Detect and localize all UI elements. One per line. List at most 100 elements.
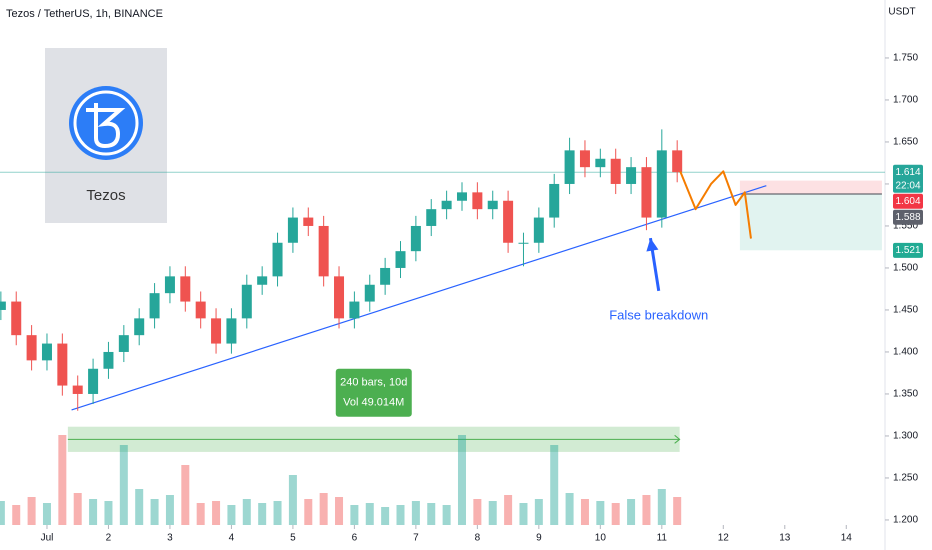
candle-body bbox=[334, 276, 345, 319]
volume-bar bbox=[319, 493, 328, 525]
annotation-arrowhead bbox=[646, 238, 659, 252]
volume-bar bbox=[181, 465, 190, 525]
x-tick-label: 11 bbox=[657, 533, 668, 544]
logo-label: Tezos bbox=[86, 187, 125, 204]
candle-body bbox=[610, 158, 621, 184]
price-tag bbox=[893, 209, 923, 225]
volume-bar bbox=[227, 505, 236, 525]
x-tick-label: Jul bbox=[41, 533, 54, 544]
candle-body bbox=[656, 150, 667, 218]
projection bbox=[679, 170, 752, 239]
candle-body bbox=[303, 217, 314, 226]
volume-bar bbox=[457, 435, 466, 525]
candle-body bbox=[211, 318, 222, 344]
volume-bar bbox=[411, 501, 420, 525]
volume-bar bbox=[365, 503, 374, 525]
volume-bar bbox=[119, 445, 128, 525]
countdown: 22:04 bbox=[895, 180, 920, 191]
candle-body bbox=[149, 293, 160, 319]
volume-bar bbox=[242, 499, 251, 525]
y-tick-label: 1.400 bbox=[893, 347, 918, 358]
candle-body bbox=[595, 158, 606, 168]
y-tick-label: 1.450 bbox=[893, 305, 918, 316]
candle-body bbox=[41, 343, 52, 361]
candle-body bbox=[564, 150, 575, 184]
x-tick-label: 13 bbox=[779, 533, 791, 544]
volume-bar bbox=[611, 503, 620, 525]
candle-body bbox=[518, 242, 529, 244]
candle-body bbox=[180, 276, 191, 302]
volume-bar bbox=[442, 505, 451, 525]
price-tag-label: 1.614 bbox=[895, 167, 920, 178]
candle-body bbox=[226, 318, 237, 344]
volume-bar bbox=[350, 505, 359, 525]
candle-body bbox=[164, 276, 175, 294]
candle-body bbox=[441, 200, 452, 210]
volume-bar bbox=[565, 493, 574, 525]
y-tick-label: 1.500 bbox=[893, 263, 918, 274]
candle-body bbox=[395, 251, 406, 268]
volume-bar bbox=[150, 499, 159, 525]
candle-body bbox=[318, 225, 329, 277]
candle-body bbox=[103, 351, 114, 369]
volume-bar bbox=[596, 501, 605, 525]
candle-body bbox=[579, 150, 590, 168]
price-tag bbox=[893, 193, 923, 209]
y-tick-label: 1.700 bbox=[893, 95, 918, 106]
trendline bbox=[71, 185, 767, 411]
volume-bar bbox=[627, 499, 636, 525]
volume-bar bbox=[135, 489, 144, 525]
x-tick-label: 4 bbox=[229, 533, 235, 544]
candle-body bbox=[134, 318, 145, 336]
price-tag bbox=[893, 242, 923, 258]
candle-body bbox=[472, 192, 483, 210]
volume-bar bbox=[0, 501, 5, 525]
volume-bar bbox=[396, 505, 405, 525]
candle-body bbox=[549, 183, 560, 218]
candle-body bbox=[57, 343, 68, 386]
volume-bar bbox=[534, 499, 543, 525]
candle-body bbox=[118, 335, 129, 352]
target-zone bbox=[739, 194, 882, 251]
x-tick-label: 8 bbox=[475, 533, 481, 544]
volume-bar bbox=[550, 445, 559, 525]
y-tick-label: 1.300 bbox=[893, 431, 918, 442]
volume-bar bbox=[488, 501, 497, 525]
x-tick-label: 12 bbox=[718, 533, 730, 544]
volume-bar bbox=[58, 435, 67, 525]
candle-body bbox=[380, 267, 391, 285]
measure-label: 240 bars, 10d bbox=[340, 377, 407, 389]
candle-body bbox=[641, 167, 652, 218]
volume-bar bbox=[104, 501, 113, 525]
logo-ring bbox=[73, 90, 139, 156]
candle-body bbox=[195, 301, 206, 319]
candle-body bbox=[88, 368, 99, 394]
volume-bar bbox=[196, 503, 205, 525]
volume-bar bbox=[258, 503, 267, 525]
currency: USDT bbox=[888, 7, 915, 18]
candle-body bbox=[626, 167, 637, 184]
volume-bar bbox=[673, 497, 682, 525]
candle-body bbox=[349, 301, 360, 319]
volume-bar bbox=[89, 499, 98, 525]
x-tick-label: 6 bbox=[352, 533, 358, 544]
logo-glyph bbox=[86, 103, 126, 149]
y-tick-label: 1.250 bbox=[893, 473, 918, 484]
volume-bar bbox=[580, 499, 589, 525]
candle-body bbox=[672, 150, 683, 173]
candle-body bbox=[0, 301, 6, 310]
price-tag-label: 1.588 bbox=[895, 212, 920, 223]
x-tick-label: 5 bbox=[290, 533, 296, 544]
volume-bar bbox=[304, 499, 313, 525]
y-tick-label: 1.750 bbox=[893, 53, 918, 64]
volume-bar bbox=[165, 495, 174, 525]
x-tick-label: 3 bbox=[167, 533, 173, 544]
measure-arrowhead bbox=[674, 434, 681, 444]
price-tag bbox=[893, 164, 923, 193]
candle-body bbox=[241, 284, 252, 319]
candle-body bbox=[410, 225, 421, 252]
price-tag-label: 1.604 bbox=[895, 196, 920, 207]
candle-body bbox=[11, 301, 22, 336]
candle-body bbox=[364, 284, 375, 302]
candle-body bbox=[503, 200, 514, 243]
